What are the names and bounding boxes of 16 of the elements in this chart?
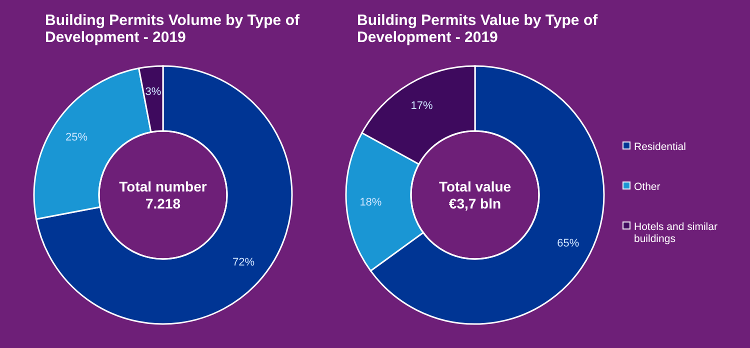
text: Total number: [119, 178, 208, 194]
chart-title: Building Permits Value by Type of Development - 2019: [357, 12, 599, 46]
data-label: 72%: [232, 256, 255, 269]
chart-title: Building Permits Volume by Type of Development - 2019: [45, 12, 300, 46]
legend-label: Other: [634, 181, 661, 193]
data-label: 25%: [66, 131, 88, 144]
legend-label: Residential: [634, 141, 686, 153]
data-label: 18%: [360, 196, 382, 209]
donut-slice: [36, 65, 293, 325]
text: Total value: [438, 178, 512, 194]
data-label: 3%: [145, 86, 162, 98]
legend-label: Hotels and similar buildings: [634, 221, 718, 245]
data-label: 65%: [557, 237, 580, 250]
text: €3,7 bln: [448, 196, 502, 212]
data-label: 17%: [410, 100, 434, 112]
text: 7.218: [145, 196, 181, 212]
